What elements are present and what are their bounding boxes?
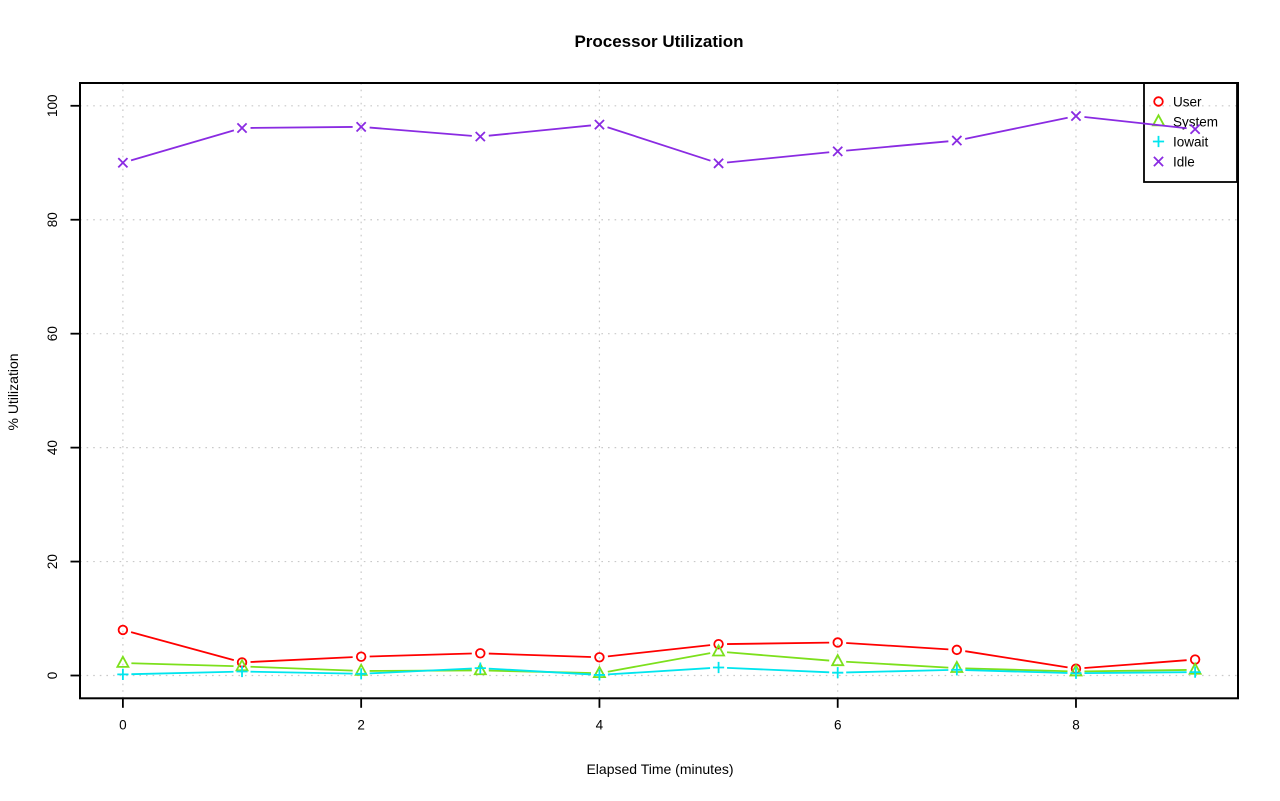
data-point-plus xyxy=(474,662,486,674)
data-point-plus xyxy=(1152,135,1165,148)
data-point-plus xyxy=(236,665,248,678)
series-segment xyxy=(846,642,949,651)
data-point-x xyxy=(713,158,724,169)
y-tick-label: 60 xyxy=(45,326,60,341)
series-segment xyxy=(965,650,1068,669)
plot-frame xyxy=(79,82,1239,700)
legend-label: System xyxy=(1173,114,1218,129)
data-point-plus xyxy=(951,664,963,676)
x-tick-label: 6 xyxy=(834,717,842,732)
legend-label: User xyxy=(1173,94,1202,109)
series-segment xyxy=(130,129,235,162)
data-point-triangle xyxy=(473,662,488,676)
data-point-x xyxy=(1189,123,1201,135)
y-axis-label: % Utilization xyxy=(5,353,21,430)
legend-label: Idle xyxy=(1173,154,1195,169)
x-tick-label: 2 xyxy=(357,717,365,732)
data-point-circle xyxy=(951,644,963,656)
data-point-plus xyxy=(355,668,367,680)
legend-box xyxy=(1143,82,1238,183)
legend-label: Iowait xyxy=(1173,134,1209,149)
series-segment xyxy=(488,667,591,676)
series-segment xyxy=(250,665,353,672)
series-segment xyxy=(846,669,949,674)
data-point-x xyxy=(951,135,963,146)
series-user xyxy=(117,624,1201,674)
series-lines xyxy=(115,110,1203,681)
series-segment xyxy=(1084,671,1187,675)
series-segment xyxy=(965,667,1068,673)
series-segment xyxy=(727,667,830,674)
data-point-circle xyxy=(475,648,486,659)
series-segment xyxy=(846,660,949,669)
data-point-circle xyxy=(117,624,129,636)
series-segment xyxy=(1084,116,1187,130)
data-point-plus xyxy=(1189,666,1201,678)
series-iowait xyxy=(117,661,1201,681)
data-point-circle xyxy=(594,652,605,663)
series-segment xyxy=(369,126,472,137)
series-segment xyxy=(250,656,353,663)
data-point-plus xyxy=(593,669,606,681)
data-point-plus xyxy=(1070,667,1082,679)
series-segment xyxy=(607,644,711,658)
series-segment xyxy=(250,126,353,129)
data-point-plus xyxy=(712,661,725,674)
y-tick-label: 80 xyxy=(45,212,60,227)
series-segment xyxy=(846,140,949,152)
data-point-triangle xyxy=(830,653,845,667)
series-segment xyxy=(250,670,353,675)
data-point-circle xyxy=(832,637,843,648)
series-segment xyxy=(726,651,830,662)
series-segment xyxy=(727,641,830,645)
legend-items: User System Iowait Idle xyxy=(1151,94,1218,169)
series-segment xyxy=(964,116,1068,140)
data-point-plus xyxy=(832,667,844,679)
chart-title: Processor Utilization xyxy=(574,32,743,51)
series-segment xyxy=(607,126,711,162)
y-tick-label: 40 xyxy=(45,440,60,455)
data-point-circle xyxy=(1153,96,1164,107)
series-segment xyxy=(1084,669,1187,673)
data-point-x xyxy=(117,157,129,168)
series-segment xyxy=(965,669,1068,674)
gridlines xyxy=(80,83,1238,699)
x-tick-label: 4 xyxy=(596,717,604,732)
y-tick-label: 100 xyxy=(45,95,60,118)
data-point-x xyxy=(594,119,605,130)
data-point-circle xyxy=(355,651,367,662)
x-tick-label: 8 xyxy=(1072,717,1080,732)
y-tick-label: 0 xyxy=(45,672,60,680)
x-axis-label: Elapsed Time (minutes) xyxy=(586,761,733,777)
data-point-x xyxy=(1153,156,1164,167)
series-segment xyxy=(607,667,711,676)
data-point-triangle xyxy=(711,643,726,657)
data-point-circle xyxy=(713,638,724,650)
data-point-plus xyxy=(117,668,129,680)
series-segment xyxy=(607,652,711,673)
series-idle xyxy=(117,110,1201,169)
legend: User System Iowait Idle xyxy=(1143,82,1238,183)
series-segment xyxy=(369,667,472,675)
series-segment xyxy=(131,670,234,676)
x-tick-label: 0 xyxy=(119,717,127,732)
series-segment xyxy=(369,652,472,658)
data-point-x xyxy=(1070,110,1082,122)
data-point-x xyxy=(475,131,486,142)
data-point-x xyxy=(355,121,367,133)
series-segment xyxy=(488,652,591,658)
series-segment xyxy=(130,631,235,662)
data-point-x xyxy=(236,122,248,134)
data-point-x xyxy=(832,146,843,157)
y-tick-label: 20 xyxy=(45,554,60,569)
data-point-triangle xyxy=(115,654,130,668)
series-segment xyxy=(1084,659,1187,669)
series-segment xyxy=(131,662,234,668)
series-segment xyxy=(488,124,592,137)
series-segment xyxy=(726,151,830,164)
